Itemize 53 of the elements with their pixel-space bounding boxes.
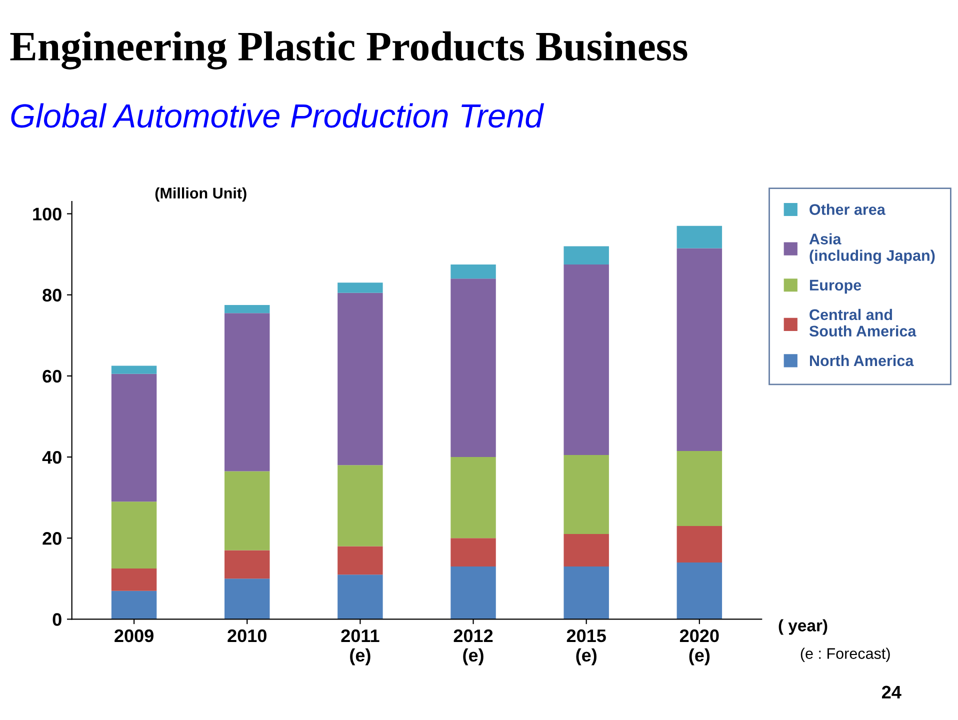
bar [111, 374, 157, 502]
bar [564, 534, 609, 566]
text: (e : Forecast) [800, 648, 890, 662]
bar [111, 568, 157, 591]
bar [224, 578, 270, 620]
legend-label: Europe [810, 280, 862, 294]
bar [338, 546, 383, 575]
bar [450, 264, 496, 279]
bar [338, 292, 383, 466]
bar [224, 304, 270, 314]
chart-subtitle: Global Automotive Production Trend [11, 103, 544, 128]
y-tick-label: 40 [42, 450, 62, 464]
y-tick-label: 20 [42, 532, 62, 545]
bar [224, 313, 270, 472]
y-tick-label: 60 [42, 370, 62, 383]
bar [338, 465, 383, 546]
bar [676, 526, 722, 562]
bar [111, 590, 157, 620]
bar [338, 574, 383, 620]
legend-label: North America [810, 354, 914, 366]
bar [564, 455, 609, 534]
chart-title: Engineering Plastic Products Business [10, 31, 688, 70]
bar [676, 248, 722, 451]
x-tick-label: 2011 (e) [341, 629, 380, 666]
x-tick-label: 2010 [228, 629, 266, 642]
x-tick-label: 2012 (e) [454, 629, 493, 666]
bar [450, 278, 496, 458]
bar [676, 226, 722, 248]
bar [224, 471, 270, 550]
bar [564, 264, 609, 455]
bar [450, 566, 496, 620]
bar [450, 538, 496, 566]
x-axis-title: ( year) [778, 619, 828, 635]
x-tick-label: 2020 (e) [680, 629, 719, 666]
y-axis-title: (Million Unit) [155, 187, 246, 202]
y-tick-label: 0 [52, 613, 62, 626]
bar [111, 366, 157, 374]
y-tick-label: 80 [42, 288, 62, 302]
bar [676, 450, 722, 526]
bar [111, 502, 157, 569]
text: 24 [882, 686, 902, 698]
legend-label: Central and South America [809, 308, 916, 337]
bar [676, 562, 722, 620]
bar [224, 550, 270, 579]
legend-label: Asia (including Japan) [809, 233, 935, 264]
y-tick-label: 100 [33, 208, 62, 220]
bar [564, 566, 609, 620]
x-tick-label: 2015 (e) [566, 629, 606, 666]
bar [564, 246, 609, 264]
legend-label: Other area [810, 204, 886, 215]
bar [338, 282, 383, 293]
x-tick-label: 2009 [114, 629, 154, 642]
bar [450, 457, 496, 538]
